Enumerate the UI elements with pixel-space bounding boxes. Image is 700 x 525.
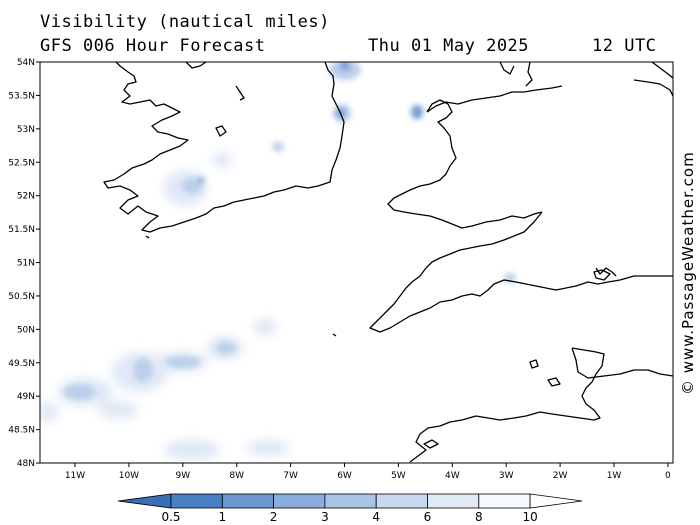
colorbar-lower-arrow (117, 493, 172, 509)
colorbar-segment (375, 493, 428, 509)
wales-coastline (387, 99, 543, 229)
colorbar-upper-arrow (529, 493, 583, 509)
lon-label: 8W (229, 471, 244, 481)
mersey-estuary (525, 62, 533, 87)
lon-label: 4W (445, 471, 460, 481)
ireland-coastline (103, 62, 345, 233)
chart-title: Visibility (nautical miles) (40, 12, 330, 32)
normandy-coast (571, 347, 673, 379)
lon-label: 6W (337, 471, 352, 481)
lon-label: 3W (499, 471, 514, 481)
severn-estuary (425, 211, 543, 269)
lat-label: 48.5N (8, 426, 35, 436)
colorbar-label: 8 (475, 510, 483, 524)
lat-label: 52N (17, 192, 35, 202)
colorbar-segment (221, 493, 275, 509)
lon-label: 2W (553, 471, 568, 481)
coastlines (103, 62, 673, 463)
east-england-coast (633, 79, 673, 97)
visibility-shading (40, 62, 516, 460)
longitude-axis: 11W 10W 9W 8W 7W 6W 5W 4W 3W 2W 1W 0 (65, 463, 671, 481)
northwest-england-coast (499, 62, 515, 75)
colorbar-label: 4 (372, 510, 380, 524)
lat-label: 48N (17, 459, 35, 469)
colorbar-segment (427, 493, 480, 509)
scilly-isles (332, 333, 337, 337)
lat-label: 52.5N (8, 158, 35, 168)
lat-label: 50.5N (8, 292, 35, 302)
map-background (40, 62, 673, 463)
ireland-north-coast (185, 62, 207, 69)
lon-label: 5W (391, 471, 406, 481)
forecast-date: Thu 01 May 2025 (368, 36, 530, 56)
lat-label: 54N (17, 58, 35, 68)
visibility-colorbar: 0.5 1 2 3 4 6 8 10 (117, 493, 583, 524)
colorbar-segment (478, 493, 531, 509)
colorbar-segment (324, 493, 377, 509)
colorbar-label: 3 (321, 510, 329, 524)
colorbar-label: 6 (424, 510, 432, 524)
lon-label: 1W (607, 471, 622, 481)
isle-of-wight (593, 269, 611, 281)
colorbar-label: 2 (270, 510, 278, 524)
channel-island-guernsey (529, 359, 539, 369)
forecast-time: 12 UTC (592, 36, 657, 56)
channel-island-jersey (547, 377, 561, 387)
colorbar-label: 10 (522, 510, 537, 524)
lon-label: 10W (119, 471, 139, 481)
colorbar-label: 1 (218, 510, 226, 524)
lon-label: 7W (283, 471, 298, 481)
island-clare (215, 125, 227, 137)
lon-label: 9W (175, 471, 190, 481)
colorbar-label: 0.5 (161, 510, 180, 524)
cornwall-devon-coast (369, 267, 673, 333)
lat-label: 49N (17, 392, 35, 402)
lat-label: 51N (17, 259, 35, 269)
lat-label: 49.5N (8, 359, 35, 369)
lat-label: 50N (17, 325, 35, 335)
lat-label: 51.5N (8, 225, 35, 235)
colorbar-segment (273, 493, 326, 509)
colorbar-segment (170, 493, 223, 509)
north-coast-edge (651, 62, 673, 79)
brittany-islands (423, 439, 439, 449)
lat-label: 53.5N (8, 91, 35, 101)
forecast-subtitle: GFS 006 Hour Forecast (40, 36, 266, 56)
site-credit: © www.PassageWeather.com (679, 151, 697, 395)
fastnet-rock (145, 235, 150, 239)
cotentin-peninsula (409, 347, 605, 463)
lat-label: 53N (17, 125, 35, 135)
lon-label: 0 (665, 471, 671, 481)
north-wales-coast (426, 85, 563, 113)
latitude-axis: 54N 53.5N 53N 52.5N 52N 51.5N 51N 50.5N 50N 49.5N… (8, 58, 40, 469)
lon-label: 11W (65, 471, 85, 481)
lough-inlet (235, 85, 245, 101)
south-england-inlets (595, 267, 617, 277)
